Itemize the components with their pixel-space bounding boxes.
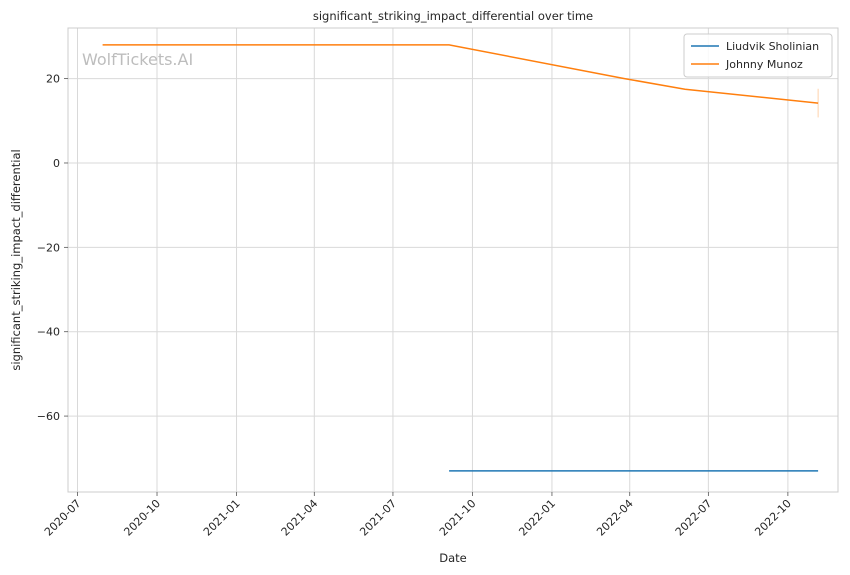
x-axis-title: Date [439, 551, 467, 565]
x-tick-label: 2022-10 [752, 497, 794, 539]
x-tick-label: 2020-10 [121, 497, 163, 539]
legend-box [683, 33, 833, 78]
ticks: 2020-07 2020-10 2021-01 2021-04 2021-07 2021-… [37, 73, 794, 539]
x-tick-label: 2020-07 [42, 497, 84, 539]
y-tick-label: 0 [53, 157, 60, 170]
x-tick-label: 2021-07 [357, 497, 399, 539]
y-axis-title: significant_striking_impact_differential [9, 149, 23, 370]
x-tick-label: 2021-01 [201, 497, 243, 539]
series-line-1 [102, 44, 819, 104]
legend: Liudvik Sholinian Johnny Munoz [683, 33, 833, 78]
legend-label: Liudvik Sholinian [726, 40, 819, 53]
y-tick-label: −20 [37, 241, 60, 254]
x-tick-label: 2022-04 [594, 497, 636, 539]
y-tick-label: −40 [37, 326, 60, 339]
grid [68, 28, 838, 492]
y-tick-label: −60 [37, 410, 60, 423]
x-tick-label: 2021-04 [279, 497, 321, 539]
x-tick-label: 2021-10 [437, 497, 479, 539]
watermark: WolfTickets.AI [82, 50, 193, 69]
x-tick-label: 2022-01 [516, 497, 558, 539]
series-layer [102, 44, 819, 472]
chart-title: significant_striking_impact_differential… [313, 9, 593, 23]
plot-frame [67, 27, 839, 493]
x-tick-label: 2022-07 [673, 497, 715, 539]
y-tick-label: 20 [46, 73, 60, 86]
legend-label: Johnny Munoz [725, 58, 803, 71]
